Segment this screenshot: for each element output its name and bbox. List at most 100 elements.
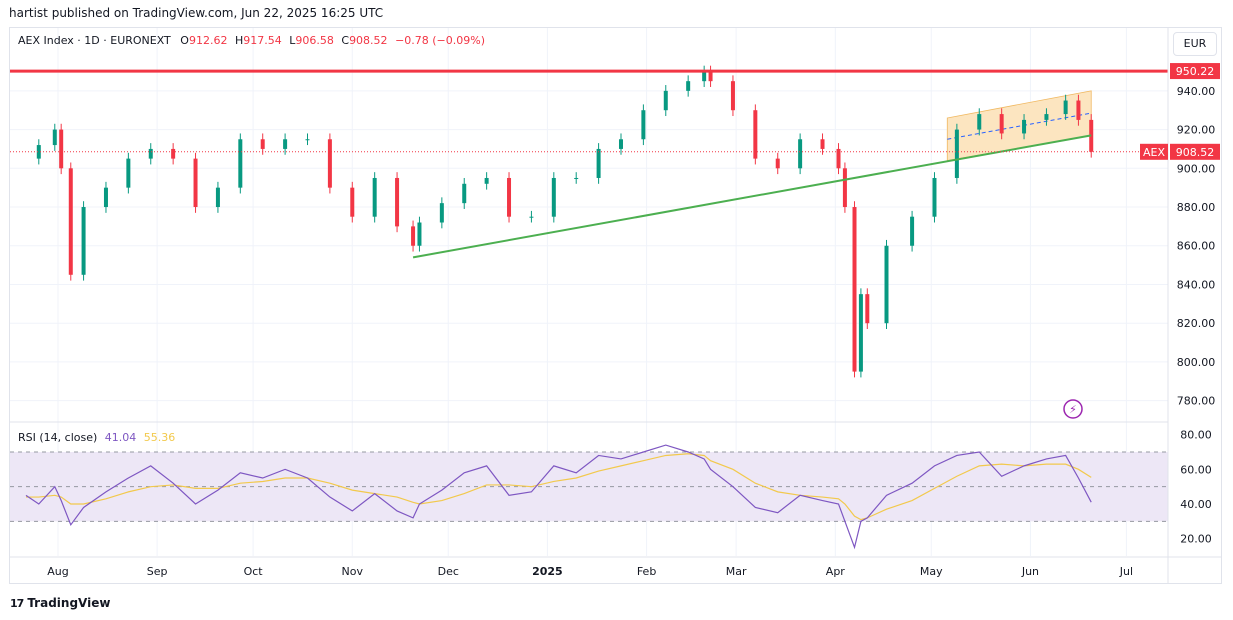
price-tick-label: 940.00 [1177,85,1216,98]
candle-body [686,81,691,91]
tradingview-logo-mark: 17 [10,596,24,610]
rsi-tick-label: 20.00 [1180,533,1212,546]
flash-event-glyph: ⚡ [1069,403,1077,416]
time-tick-label: Feb [637,565,656,578]
rsi-tick-label: 60.00 [1180,463,1212,476]
candle-body [283,139,288,149]
candle-body [1063,100,1068,115]
time-tick-label: Dec [438,565,459,578]
candle-body [775,158,780,169]
price-tick-label: 780.00 [1177,395,1216,408]
price-tick-label: 800.00 [1177,356,1216,369]
candle-body [507,177,512,217]
candle-body [529,216,534,218]
axes: 780.00 800.00 820.00 840.00 860.00 880.00 900.… [10,28,1222,584]
candle-body [1022,119,1027,134]
symbol-legend: AEX Index · 1D · EURONEXT O912.62 H917.5… [18,34,485,47]
candle-body [618,139,623,149]
candle-body [103,187,108,208]
flash-event-icon[interactable] [1063,399,1083,419]
candle-body [81,207,86,275]
candle-body [350,187,355,217]
price-tick-label: 880.00 [1177,201,1216,214]
rsi-tick-label: 40.00 [1180,498,1212,511]
candle-body [126,158,131,188]
time-tick-label: Apr [826,565,846,578]
candle-body [999,114,1004,134]
candle-body [411,226,416,246]
candle-body [238,139,243,188]
channel-midline [947,112,1092,140]
candle-body [954,129,959,178]
candle-body [551,177,556,217]
high-value: 917.54 [243,34,282,47]
open-value: 912.62 [188,34,228,47]
candle-body [193,158,198,208]
candle-body [395,177,400,227]
rsi-title: RSI (14, close) [18,431,98,444]
price-tick-label: 820.00 [1177,317,1216,330]
candle-body [68,168,73,275]
time-tick-label: Nov [342,565,364,578]
tradingview-logo-text: TradingView [27,596,111,610]
rsi-line [25,444,1092,550]
candle-body [52,129,57,146]
rsi-ma-line [25,453,1092,521]
time-tick-label: Jun [1021,565,1039,578]
resistance-label: 950.22 [1176,65,1215,78]
close-value: 908.52 [349,34,388,47]
candle-body [852,207,857,372]
candle-body [663,90,668,111]
candle-body [484,177,489,184]
candle-body [977,114,982,130]
last-symbol-label: AEX [1143,146,1165,159]
time-tick-label: May [920,565,943,578]
support-trendline [412,134,1092,259]
candle-body [836,148,841,169]
currency-button[interactable]: EUR [1173,32,1217,56]
time-tick-label: Oct [244,565,264,578]
candle-body [596,148,601,178]
low-value: 906.58 [295,34,334,47]
candle-body [327,139,332,188]
candle-body [910,216,915,246]
candle-body [1044,114,1049,120]
candle-body [574,177,579,179]
time-tick-label: 2025 [532,565,563,578]
candle-body [932,177,937,217]
symbol-title: AEX Index · 1D · EURONEXT [18,34,171,47]
price-tick-label: 920.00 [1177,124,1216,137]
tradingview-logo[interactable]: 17 TradingView [10,596,110,610]
candle-body [798,139,803,169]
price-tick-label: 900.00 [1177,162,1216,175]
last-symbol-label-bg [1140,143,1168,160]
candle-body [462,183,467,204]
candle-body [641,110,646,140]
resistance-label-bg [1170,63,1220,80]
candle-body [858,294,863,372]
candle-body [702,71,707,82]
candle-body [260,139,265,149]
candle-body [439,203,444,223]
time-tick-label: Mar [726,565,747,578]
rsi-tick-label: 80.00 [1180,429,1212,442]
price-tick-label: 840.00 [1177,278,1216,291]
publisher-caption: hartist published on TradingView.com, Ju… [9,6,384,20]
candle-body [842,168,847,208]
open-label: O [180,34,189,47]
last-price-label: 908.52 [1176,146,1215,159]
candle-body [36,145,41,159]
rsi-pane [10,444,1168,550]
price-labels: 950.22 AEX 908.52 [1140,63,1220,160]
candle-body [884,245,889,324]
channel-pattern [946,90,1092,162]
candles [36,65,1094,378]
price-tick-label: 860.00 [1177,240,1216,253]
candle-body [148,148,153,159]
chart-frame [9,27,1222,584]
rsi-legend: RSI (14, close) 41.04 55.36 [18,431,175,444]
candle-body [865,294,870,324]
close-label: C [341,34,350,47]
low-label: L [289,34,296,47]
